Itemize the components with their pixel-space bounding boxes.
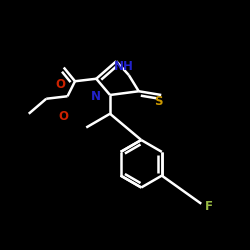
Text: O: O [59, 110, 69, 123]
Text: S: S [154, 95, 163, 108]
Text: NH: NH [114, 60, 134, 73]
Text: N: N [91, 90, 101, 103]
Text: F: F [205, 200, 213, 213]
Text: O: O [55, 78, 65, 92]
